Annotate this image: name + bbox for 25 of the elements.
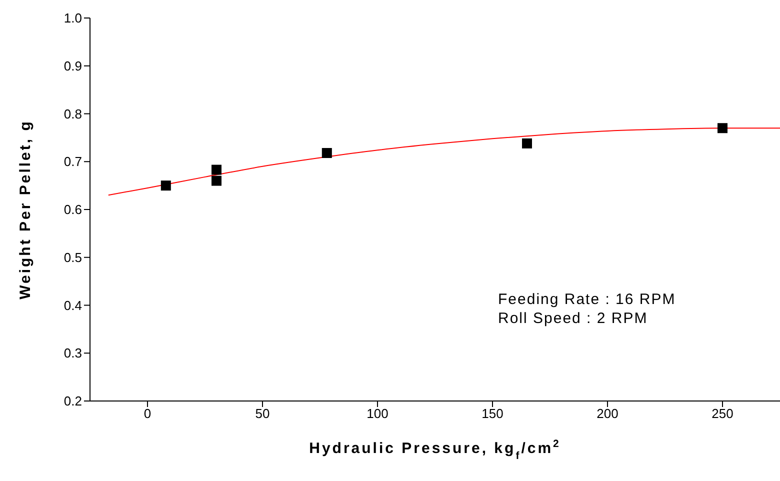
y-tick-label: 0.2: [64, 394, 82, 409]
y-tick-label: 0.5: [64, 250, 82, 265]
point: [160, 180, 171, 191]
x-tick-label: 250: [712, 406, 734, 422]
annotation: Roll Speed : 2 RPM: [498, 309, 649, 328]
y-tick-label: 0.7: [64, 154, 82, 170]
y-tick-label: 0.3: [64, 346, 82, 361]
point: [322, 148, 332, 158]
point: [522, 138, 532, 148]
x-tick-label: 50: [255, 406, 270, 422]
y-tick-label: 0.8: [64, 106, 82, 122]
point: [212, 176, 222, 186]
point: [212, 164, 222, 175]
y-tick-label: 1.0: [64, 10, 82, 26]
y-tick-label: 0.6: [64, 202, 82, 218]
y-axis-title: Weight Per Pellet, g: [17, 120, 34, 300]
y-tick-label: 0.4: [64, 298, 82, 313]
x-tick-label: 200: [596, 406, 618, 422]
point: [718, 123, 728, 134]
x-axis-title: Hydraulic Pressure, kg$_{f}$/cm$^{2}$: [309, 438, 561, 462]
x-tick-label: 0: [144, 406, 152, 422]
x-tick-label: 150: [482, 406, 504, 422]
y-tick-label: 0.9: [64, 58, 82, 74]
annotation: Feeding Rate : 16 RPM: [498, 290, 676, 309]
x-tick-label: 100: [366, 406, 388, 422]
